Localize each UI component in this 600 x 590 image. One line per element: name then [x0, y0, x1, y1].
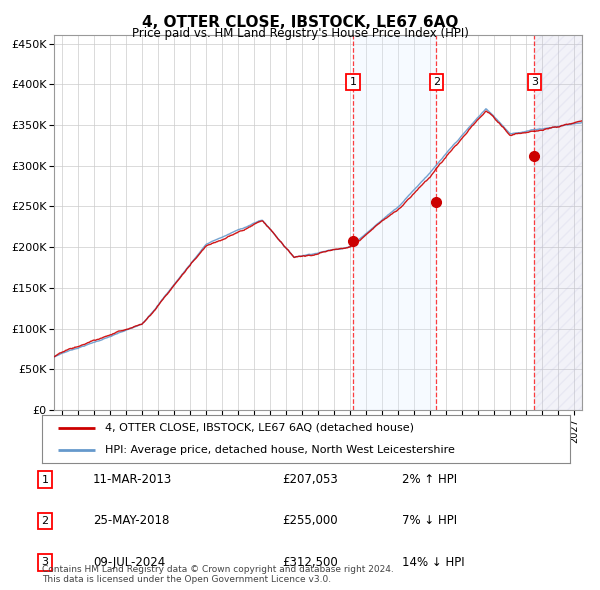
- Text: 14% ↓ HPI: 14% ↓ HPI: [402, 556, 464, 569]
- Text: £207,053: £207,053: [282, 473, 338, 486]
- Text: 7% ↓ HPI: 7% ↓ HPI: [402, 514, 457, 527]
- Text: 4, OTTER CLOSE, IBSTOCK, LE67 6AQ (detached house): 4, OTTER CLOSE, IBSTOCK, LE67 6AQ (detac…: [106, 423, 415, 433]
- Text: 1: 1: [350, 77, 356, 87]
- Text: 4, OTTER CLOSE, IBSTOCK, LE67 6AQ: 4, OTTER CLOSE, IBSTOCK, LE67 6AQ: [142, 15, 458, 30]
- Text: Price paid vs. HM Land Registry's House Price Index (HPI): Price paid vs. HM Land Registry's House …: [131, 27, 469, 40]
- Text: £312,500: £312,500: [282, 556, 338, 569]
- Text: 2% ↑ HPI: 2% ↑ HPI: [402, 473, 457, 486]
- Text: £255,000: £255,000: [282, 514, 338, 527]
- Text: 3: 3: [41, 558, 49, 567]
- Bar: [353, 35, 436, 410]
- Text: 2: 2: [41, 516, 49, 526]
- Text: 11-MAR-2013: 11-MAR-2013: [93, 473, 172, 486]
- Bar: [535, 35, 582, 410]
- Text: 1: 1: [41, 475, 49, 484]
- Text: 09-JUL-2024: 09-JUL-2024: [93, 556, 165, 569]
- Text: HPI: Average price, detached house, North West Leicestershire: HPI: Average price, detached house, Nort…: [106, 445, 455, 455]
- Text: 3: 3: [531, 77, 538, 87]
- Text: Contains HM Land Registry data © Crown copyright and database right 2024.
This d: Contains HM Land Registry data © Crown c…: [42, 565, 394, 584]
- Text: 25-MAY-2018: 25-MAY-2018: [93, 514, 169, 527]
- Text: 2: 2: [433, 77, 440, 87]
